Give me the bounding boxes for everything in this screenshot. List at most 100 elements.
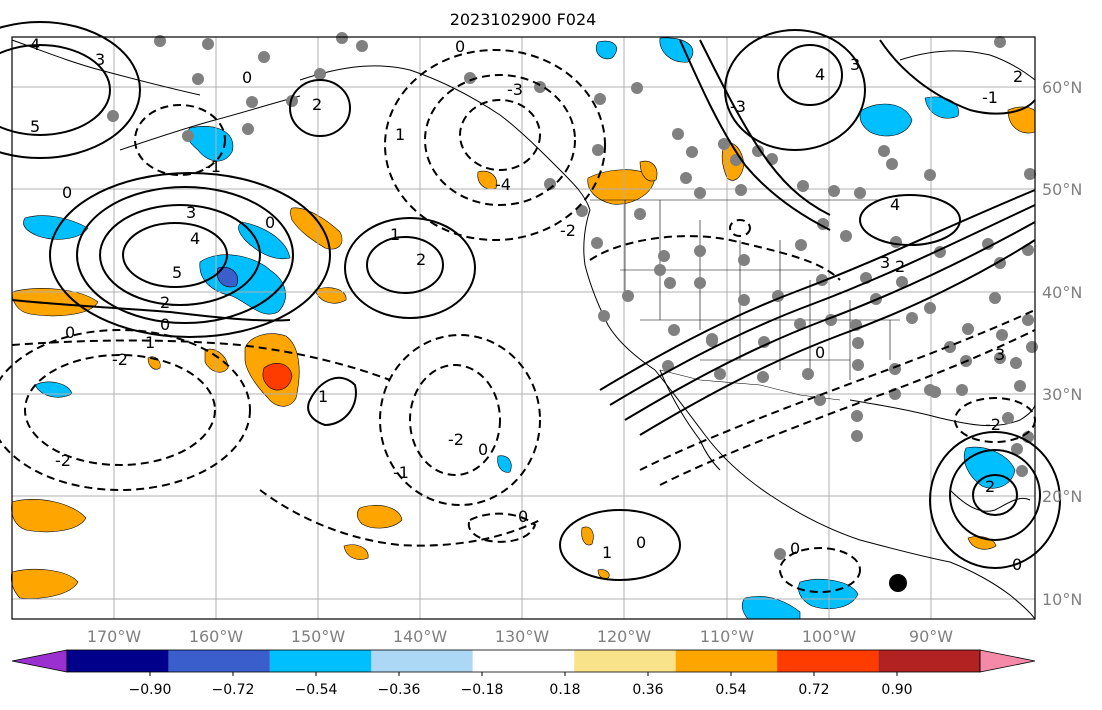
contour-label: 4 [190, 229, 200, 248]
station-dot [694, 277, 706, 289]
contour-label: 2 [416, 250, 426, 269]
station-dot [802, 368, 814, 380]
contour-label: 1 [395, 125, 405, 144]
station-dot [336, 32, 348, 44]
contour-label: 0 [65, 323, 75, 342]
station-dot [924, 384, 936, 396]
station-dot [592, 144, 604, 156]
station-dot [794, 318, 806, 330]
contour-label: 1 [390, 225, 400, 244]
colorbar-tick-label: 0.36 [632, 682, 663, 698]
station-dot [664, 277, 676, 289]
latitude-label: 30°N [1042, 385, 1082, 404]
colorbar-tick-label: −0.54 [295, 682, 338, 698]
contour-label: 2 [1013, 67, 1023, 86]
station-dot [680, 172, 692, 184]
station-dot [1011, 443, 1023, 455]
contour-solid [972, 474, 1018, 516]
contour-label: 1 [602, 543, 612, 562]
shade-blue [595, 40, 617, 60]
longitude-label: 160°W [189, 627, 244, 646]
contour-label: 0 [636, 533, 646, 552]
map-panel: 4 3 5 5 4 3 2 0 1 0 0 0 2 1 2 1 0 -3 -4 … [0, 21, 1061, 620]
contour-label: 1 [145, 333, 155, 352]
station-dot [576, 205, 588, 217]
contour-solid [307, 376, 357, 427]
contour-label: 4 [890, 195, 900, 214]
contour-solid [122, 222, 228, 288]
colorbar-cells [11, 649, 1036, 673]
contour-dashed [639, 309, 1036, 471]
contour-solid [879, 39, 1036, 115]
contour-dashed [134, 104, 226, 176]
contour-solid [559, 509, 681, 581]
shade-orange [356, 505, 403, 529]
colorbar-extend-max [979, 649, 1036, 673]
station-dot [797, 180, 809, 192]
contour-dashed [589, 235, 841, 281]
station-dot [631, 82, 643, 94]
station-dot [154, 35, 166, 47]
shade-blue [963, 446, 1016, 489]
contour-solid [639, 239, 1036, 436]
colorbar-tick-label: 0.90 [881, 682, 912, 698]
colorbar-cell [878, 650, 980, 672]
contour-label: 2 [160, 293, 170, 312]
shade-blue-deep [216, 266, 238, 288]
contour-labels: 4 3 5 5 4 3 2 0 1 0 0 0 2 1 2 1 0 -3 -4 … [30, 35, 1023, 574]
contour-label: -3 [507, 80, 523, 99]
station-dot [996, 329, 1008, 341]
station-dot [1022, 244, 1034, 256]
station-dot [851, 410, 863, 422]
contour-label: 2 [312, 95, 322, 114]
map-border [11, 36, 1036, 620]
contour-label: 0 [242, 68, 252, 87]
shade-orange [11, 288, 99, 317]
station-dot [202, 38, 214, 50]
contour-label: -2 [448, 430, 464, 449]
station-dot [886, 158, 898, 170]
shade-orange [10, 568, 79, 599]
contour-solid [366, 236, 444, 294]
contour-label: 3 [880, 253, 890, 272]
colorbar-cell [168, 650, 270, 672]
contour-solid [699, 39, 831, 216]
station-dot [962, 323, 974, 335]
station-dot [314, 68, 326, 80]
station-dot [956, 384, 968, 396]
station-dot [890, 236, 902, 248]
station-dot [694, 245, 706, 257]
contour-label: 2 [985, 477, 995, 496]
colorbar-cell [371, 650, 473, 672]
storm-center-marker [889, 574, 907, 592]
longitude-label: 170°W [87, 627, 142, 646]
latitude-label: 60°N [1042, 78, 1082, 97]
shade-orange [11, 499, 87, 533]
station-dot [1002, 412, 1014, 424]
contour-label: 0 [790, 539, 800, 558]
station-dot [242, 123, 254, 135]
longitude-label: 140°W [393, 627, 448, 646]
contour-dashed [424, 74, 576, 206]
station-dot [1026, 341, 1038, 353]
coastline-alaska [299, 65, 591, 211]
longitude-label: 100°W [802, 627, 857, 646]
contour-solid [777, 44, 843, 106]
colorbar-tick-label: −0.18 [461, 682, 504, 698]
station-dots [107, 32, 1038, 560]
contour-label: -3 [730, 97, 746, 116]
contour-solid [344, 217, 476, 319]
station-dot [246, 96, 258, 108]
station-dot [598, 310, 610, 322]
contour-label: 0 [160, 315, 170, 334]
contour-solid [49, 172, 331, 338]
shade-red [262, 363, 293, 391]
contour-label: 1 [318, 387, 328, 406]
colorbar-tick-label: −0.90 [129, 682, 172, 698]
colorbar-tick-label: 0.18 [549, 682, 580, 698]
station-dot [735, 184, 747, 196]
station-dot [654, 264, 666, 276]
contour-label: 3 [850, 55, 860, 74]
shade-blue [23, 215, 89, 240]
latitude-labels: 60°N 50°N 40°N 30°N 20°N 10°N [1042, 78, 1082, 609]
